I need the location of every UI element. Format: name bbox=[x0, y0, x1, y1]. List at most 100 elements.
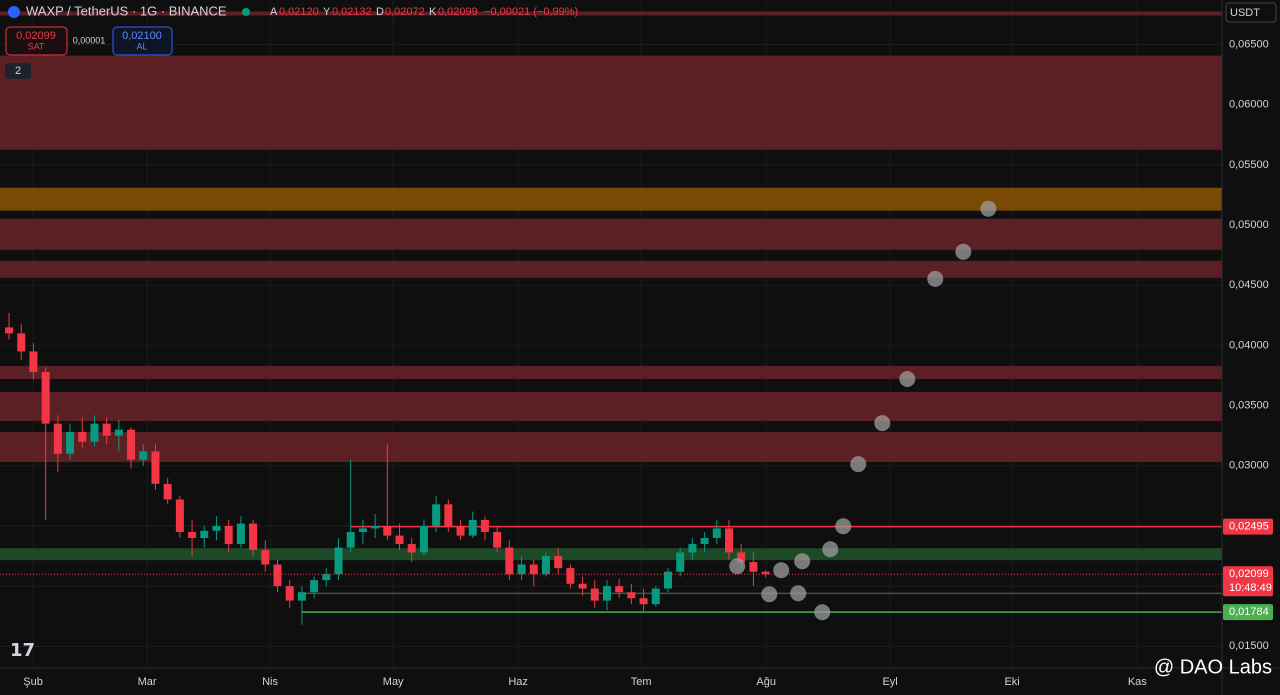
candle-body bbox=[66, 432, 75, 454]
candle-body bbox=[358, 528, 367, 532]
candle-body bbox=[163, 483, 172, 500]
zone bbox=[0, 365, 1222, 380]
candle-body bbox=[78, 432, 87, 442]
projection-point bbox=[790, 585, 807, 602]
candle-body bbox=[151, 451, 160, 484]
candle-body bbox=[432, 504, 441, 526]
y-tick-label: 0,03000 bbox=[1229, 460, 1269, 472]
candle-body bbox=[493, 531, 502, 548]
candle-body bbox=[17, 333, 26, 352]
candle-body bbox=[297, 592, 306, 601]
candle-body bbox=[566, 568, 575, 584]
indicator-toggle[interactable] bbox=[5, 63, 31, 79]
projection-point bbox=[814, 604, 831, 621]
projection-point bbox=[899, 371, 916, 388]
y-tick-label: 0,03500 bbox=[1229, 400, 1269, 412]
x-tick-label: Kas bbox=[1128, 676, 1147, 688]
zone bbox=[0, 392, 1222, 422]
sell-button[interactable] bbox=[5, 26, 68, 56]
x-tick-label: Haz bbox=[508, 676, 528, 688]
zone bbox=[0, 11, 1222, 16]
candle-body bbox=[627, 592, 636, 599]
symbol[interactable]: WAXP / TetherUS · 1G · BINANCE bbox=[26, 3, 227, 18]
candle-body bbox=[590, 588, 599, 601]
symbol-icon bbox=[8, 6, 20, 18]
candle-body bbox=[554, 556, 563, 569]
candle-body bbox=[651, 588, 660, 605]
candle-body bbox=[529, 564, 538, 575]
projection-point bbox=[794, 553, 811, 570]
ohlc-value: 0,02132 bbox=[332, 6, 372, 18]
countdown: 10:48:49 bbox=[1229, 582, 1272, 594]
candle-body bbox=[639, 598, 648, 605]
candle-body bbox=[395, 535, 404, 545]
ohlc: A 0,02120 Y 0,02132 D 0,02072 K 0,02099 bbox=[270, 6, 478, 18]
candle-body bbox=[383, 525, 392, 536]
projection-point bbox=[773, 562, 790, 579]
x-tick-label: Mar bbox=[138, 676, 157, 688]
candle-body bbox=[663, 571, 672, 589]
ohlc-key: A bbox=[270, 6, 278, 18]
candle-body bbox=[578, 583, 587, 589]
x-tick-label: Eyl bbox=[882, 676, 897, 688]
y-tick-label: 0,04000 bbox=[1229, 339, 1269, 351]
sell-price: 0,02099 bbox=[16, 30, 56, 42]
x-tick-label: Nis bbox=[262, 676, 278, 688]
y-tick-label: 0,04500 bbox=[1229, 279, 1269, 291]
candle-body bbox=[249, 523, 258, 551]
candle-body bbox=[468, 519, 477, 536]
status-dot bbox=[242, 8, 250, 16]
sell-label: SAT bbox=[28, 41, 45, 51]
x-tick-label: Eki bbox=[1004, 676, 1019, 688]
candle-body bbox=[41, 371, 50, 424]
zone bbox=[0, 548, 1222, 561]
candle-body bbox=[346, 531, 355, 548]
plot-area bbox=[0, 0, 1222, 668]
candle-body bbox=[5, 327, 14, 334]
candle-body bbox=[725, 528, 734, 553]
buy-label: AL bbox=[136, 41, 147, 51]
projection-point bbox=[955, 243, 972, 260]
candle-body bbox=[114, 429, 123, 436]
currency-button[interactable] bbox=[1225, 2, 1277, 23]
candle-body bbox=[200, 530, 209, 539]
ohlc-value: 0,02099 bbox=[438, 6, 478, 18]
x-tick-label: Şub bbox=[23, 676, 43, 688]
ohlc-key: D bbox=[376, 6, 384, 18]
candle-body bbox=[737, 552, 746, 563]
change: −0,00021 (−0,99%) bbox=[484, 6, 578, 18]
candle-body bbox=[480, 519, 489, 532]
buy-button[interactable] bbox=[112, 26, 173, 56]
projection-point bbox=[835, 518, 852, 535]
y-tick-label: 0,05000 bbox=[1229, 219, 1269, 231]
candle-body bbox=[407, 544, 416, 553]
ohlc-key: K bbox=[429, 6, 437, 18]
projection-point bbox=[729, 558, 746, 575]
candle-body bbox=[444, 504, 453, 526]
candle-body bbox=[700, 538, 709, 545]
candle-body bbox=[456, 525, 465, 536]
candle-body bbox=[310, 580, 319, 593]
zone bbox=[0, 260, 1222, 278]
buy-price: 0,02100 bbox=[122, 30, 162, 42]
level-tag bbox=[1223, 604, 1273, 621]
candle-body bbox=[419, 525, 428, 553]
y-tick-label: 0,06500 bbox=[1229, 38, 1269, 50]
candle-body bbox=[688, 544, 697, 553]
candle-body bbox=[90, 423, 99, 442]
spread: 0,00001 bbox=[73, 35, 106, 45]
candle-body bbox=[541, 556, 550, 575]
candle-body bbox=[139, 451, 148, 460]
level-label: 0,02495 bbox=[1229, 520, 1269, 532]
projection-point bbox=[874, 415, 891, 432]
candle-body bbox=[371, 525, 380, 529]
header: WAXP / TetherUS · 1G · BINANCE A 0,02120 Y… bbox=[5, 2, 1277, 678]
candle-body bbox=[712, 528, 721, 539]
candle-body bbox=[273, 564, 282, 587]
currency: USDT bbox=[1230, 7, 1260, 19]
last-price-tag bbox=[1223, 566, 1273, 597]
ohlc-value: 0,02120 bbox=[279, 6, 319, 18]
candle-body bbox=[175, 499, 184, 532]
y-tick-label: 0,06000 bbox=[1229, 99, 1269, 111]
